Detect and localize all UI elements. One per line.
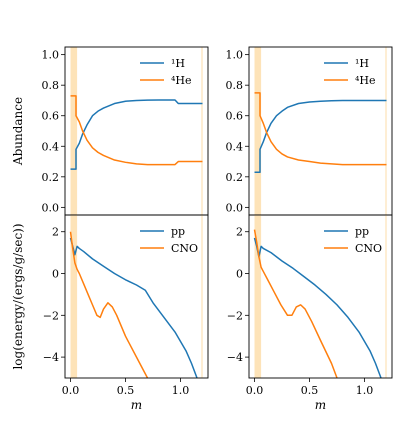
panel-bottom-left: −4 −2 0 2 0.0 0.5 1.0 m log(energy/(ergs/g/sec))… bbox=[11, 214, 209, 412]
y-axis-label: log(energy/(ergs/g/sec)) bbox=[11, 223, 25, 369]
axes-frame bbox=[64, 46, 209, 216]
x-tick-label: 0.0 bbox=[62, 384, 80, 397]
y-tick-label: 0.4 bbox=[226, 140, 244, 153]
y-tick-label: 0.0 bbox=[42, 201, 60, 214]
legend-label: ¹H bbox=[355, 57, 369, 70]
legend-label: CNO bbox=[355, 242, 382, 255]
legend-label: ⁴He bbox=[171, 74, 192, 87]
legend-label: pp bbox=[171, 225, 185, 238]
panel-bottom-right: −4 −2 0 2 0.0 0.5 1.0 m pp CNO bbox=[227, 214, 393, 412]
shaded-band bbox=[385, 47, 387, 215]
y-tick-label: −2 bbox=[43, 309, 59, 322]
x-axis-label: m bbox=[131, 398, 142, 412]
y-tick-label: 0 bbox=[52, 268, 59, 281]
series-line-h1 bbox=[70, 99, 203, 170]
shaded-band bbox=[254, 47, 262, 215]
y-tick-label: 0.6 bbox=[42, 110, 60, 123]
x-tick-label: 1.0 bbox=[356, 384, 374, 397]
series-line-pp bbox=[69, 237, 198, 378]
panel-top-right: 0.0 0.2 0.4 0.6 0.8 1.0 ¹H ⁴He bbox=[226, 46, 393, 216]
panel-top-left: 0.0 0.2 0.4 0.6 0.8 1.0 Abundance ¹H ⁴He bbox=[11, 46, 209, 216]
x-axis-label: m bbox=[315, 398, 326, 412]
x-tick-label: 1.0 bbox=[172, 384, 190, 397]
series-line-he4 bbox=[70, 95, 203, 166]
x-tick-label: 0.5 bbox=[117, 384, 135, 397]
y-tick-label: 1.0 bbox=[42, 49, 60, 62]
y-tick-label: 0 bbox=[236, 268, 243, 281]
y-tick-label: −2 bbox=[227, 309, 243, 322]
y-tick-label: 1.0 bbox=[226, 49, 244, 62]
y-tick-label: 0.4 bbox=[42, 140, 60, 153]
series-line-pp bbox=[253, 237, 382, 378]
shaded-band bbox=[201, 47, 203, 215]
legend-label: pp bbox=[355, 225, 369, 238]
y-tick-label: 0.8 bbox=[42, 79, 60, 92]
axes-frame bbox=[64, 214, 209, 379]
series-line-he4 bbox=[254, 92, 387, 166]
legend-label: CNO bbox=[171, 242, 198, 255]
shaded-band bbox=[70, 47, 78, 215]
legend-label: ⁴He bbox=[355, 74, 376, 87]
y-tick-label: −4 bbox=[227, 351, 243, 364]
legend-label: ¹H bbox=[171, 57, 185, 70]
shaded-band bbox=[201, 215, 203, 378]
y-tick-label: 0.2 bbox=[42, 171, 60, 184]
shaded-band bbox=[70, 215, 78, 378]
y-tick-label: 0.2 bbox=[226, 171, 244, 184]
y-axis-label: Abundance bbox=[11, 97, 25, 166]
series-line-cno bbox=[253, 229, 338, 378]
y-tick-label: 0.8 bbox=[226, 79, 244, 92]
series-line-cno bbox=[69, 231, 149, 378]
shaded-band bbox=[254, 215, 262, 378]
y-tick-label: 0.0 bbox=[226, 201, 244, 214]
y-tick-label: 2 bbox=[236, 226, 243, 239]
shaded-band bbox=[385, 215, 387, 378]
axes-frame bbox=[248, 46, 393, 216]
y-tick-label: 0.6 bbox=[226, 110, 244, 123]
x-tick-label: 0.5 bbox=[301, 384, 319, 397]
axes-frame bbox=[248, 214, 393, 379]
y-tick-label: −4 bbox=[43, 351, 59, 364]
y-tick-label: 2 bbox=[52, 226, 59, 239]
series-line-h1 bbox=[254, 99, 387, 173]
x-tick-label: 0.0 bbox=[246, 384, 264, 397]
